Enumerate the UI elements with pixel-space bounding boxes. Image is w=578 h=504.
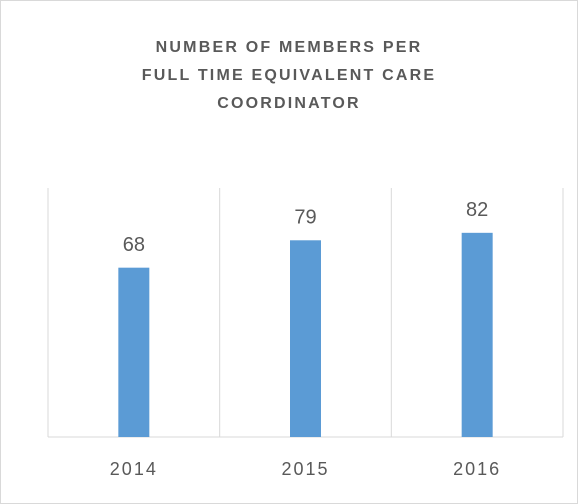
data-label: 82 [466, 199, 488, 221]
data-label: 68 [123, 234, 145, 256]
data-label: 79 [294, 207, 316, 229]
bar [290, 240, 321, 437]
chart-title: NUMBER OF MEMBERS PER FULL TIME EQUIVALE… [141, 39, 437, 112]
bar [118, 267, 150, 437]
x-tick-label: 2015 [281, 459, 329, 479]
bar [461, 232, 493, 437]
x-tick-label: 2016 [453, 459, 501, 479]
x-tick-label: 2014 [110, 459, 158, 479]
